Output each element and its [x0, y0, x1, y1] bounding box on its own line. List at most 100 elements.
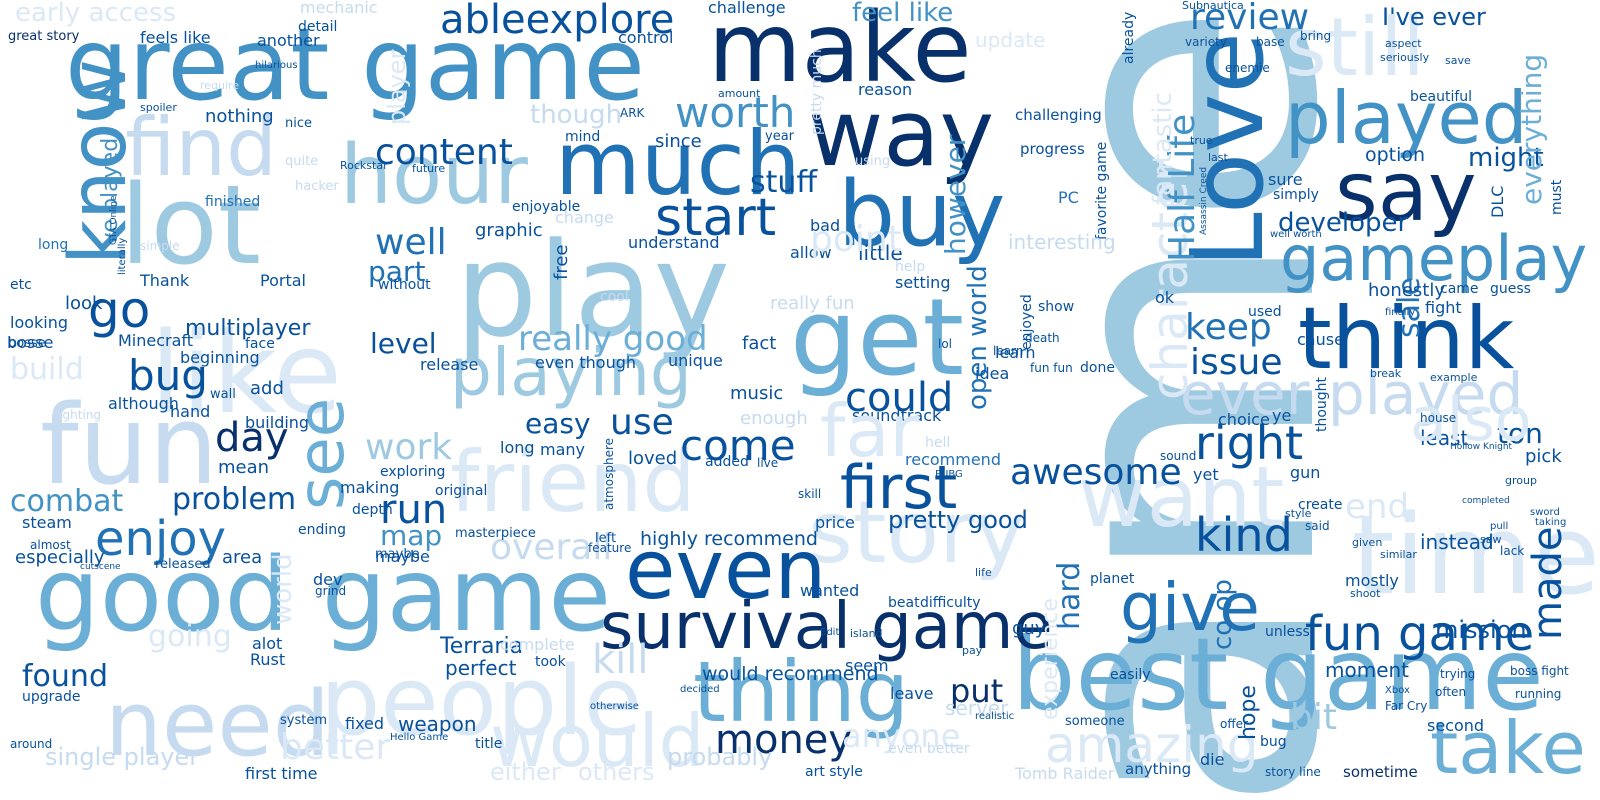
word-first: first [840, 453, 958, 523]
word-bug: bug [128, 351, 208, 400]
word-shoot: shoot [1350, 587, 1381, 600]
word-good-game: good game [35, 536, 612, 655]
word-tomb-raider: Tomb Raider [1015, 764, 1115, 783]
word-amount: amount [718, 87, 761, 100]
word-free: free [551, 244, 572, 281]
word-hollow-knight: Hollow Knight [1450, 442, 1513, 452]
word-enjoyable: enjoyable [512, 199, 581, 215]
word-fixed: fixed [345, 714, 385, 733]
word-mind: mind [565, 129, 601, 145]
word-mean: mean [218, 457, 270, 478]
word-made: made [1525, 526, 1571, 640]
word-mission: mission [1435, 616, 1527, 644]
word-bosse: bosse [7, 333, 54, 352]
word-play: play [455, 214, 731, 366]
word-others: others [578, 758, 655, 786]
word-skill: skill [798, 487, 822, 501]
word-literally: literally [117, 237, 128, 275]
word-fighting: fighting [55, 408, 102, 422]
word-house: house [1420, 411, 1457, 425]
word-die: die [1200, 750, 1225, 769]
word-much: much [555, 112, 801, 215]
word-price: price [815, 513, 855, 532]
word-progress: progress [1020, 140, 1085, 158]
word-everything: everything [1515, 53, 1548, 205]
word-feel-like: feel like [852, 0, 954, 28]
word-cutscene: cutscene [80, 562, 121, 572]
word-pick: pick [1525, 446, 1562, 467]
word-taking: taking [1535, 517, 1567, 528]
word-many: many [540, 440, 585, 459]
word-although: although [108, 394, 179, 413]
word-thank: Thank [140, 271, 190, 290]
word-true: true [1190, 134, 1213, 147]
word-work: work [365, 427, 453, 468]
word-feels-like: feels like [140, 28, 211, 47]
word-friend: friend [450, 433, 696, 531]
word-awesome: awesome [1010, 452, 1182, 493]
word-dev: dev [313, 570, 343, 589]
word-offer: offer [1220, 717, 1248, 731]
word-really-fun: really fun [770, 293, 855, 314]
word-subnautica: Subnautica [1182, 0, 1244, 12]
word-aspect: aspect [1385, 37, 1422, 50]
word-build: build [10, 352, 84, 387]
word-great-game: great game [65, 6, 645, 123]
word-find: find [125, 101, 277, 194]
word-would: would [490, 699, 705, 783]
word-favorite-game: favorite game [1094, 141, 1110, 240]
word-could: could [845, 375, 954, 421]
word-money: money [715, 717, 853, 763]
word-quite: quite [285, 154, 319, 169]
word-story: story [808, 483, 1026, 583]
word-choice: choice [1218, 410, 1270, 429]
word-fantastic: fantastic [1148, 92, 1178, 205]
word-kind: kind [1195, 508, 1293, 562]
word-moment: moment [1325, 658, 1410, 682]
word-hello-game: Hello Game [390, 732, 449, 743]
word-decided: decided [680, 684, 720, 695]
word-bad: bad [810, 216, 841, 235]
word-upgrade: upgrade [22, 689, 81, 705]
word-going: going [148, 619, 232, 654]
word-far-cry: Far Cry [1385, 699, 1428, 713]
word-yet: yet [1193, 465, 1219, 484]
word-issue: issue [1190, 342, 1283, 383]
word-dlc: DLC [1488, 185, 1507, 218]
word-without: without [378, 277, 431, 293]
word-want: want [1078, 448, 1285, 546]
word-challenge: challenge [708, 0, 786, 17]
word-combat: combat [10, 484, 124, 519]
word-original: original [435, 483, 488, 499]
word-steam: steam [22, 513, 72, 532]
word-anyone: anyone [842, 717, 961, 755]
word-kill: kill [592, 637, 649, 683]
word-sound: sound [1160, 449, 1197, 463]
word-wanted: wanted [800, 581, 860, 600]
word-year: year [765, 129, 795, 144]
word-story-line: story line [1265, 765, 1321, 779]
word-control: control [618, 28, 674, 47]
word-difficulty: difficulty [920, 595, 981, 611]
word-content: content [375, 132, 513, 173]
word-found: found [22, 659, 108, 694]
word-easily: easily [1110, 667, 1151, 683]
word-unless: unless [1265, 624, 1310, 640]
word-depth: depth [352, 502, 393, 518]
word-simple: simple [140, 239, 180, 253]
word-fight: fight [1425, 298, 1462, 317]
word-hour: hour [340, 128, 528, 223]
word-first-time: first time [245, 764, 318, 783]
word-exploring: exploring [380, 464, 446, 480]
word-better: better [280, 727, 391, 768]
word-buy: buy [838, 162, 1006, 267]
word-challenging: challenging [1015, 106, 1102, 124]
word-almost: almost [30, 538, 71, 552]
word-art-style: art style [805, 764, 863, 780]
word-keep: keep [1185, 307, 1272, 348]
word-finally: finally [1385, 307, 1416, 318]
word-masterpiece: masterpiece [455, 526, 536, 541]
word-realistic: realistic [975, 711, 1015, 722]
word-hope: hope [1236, 685, 1261, 740]
word-either: either [490, 758, 561, 786]
